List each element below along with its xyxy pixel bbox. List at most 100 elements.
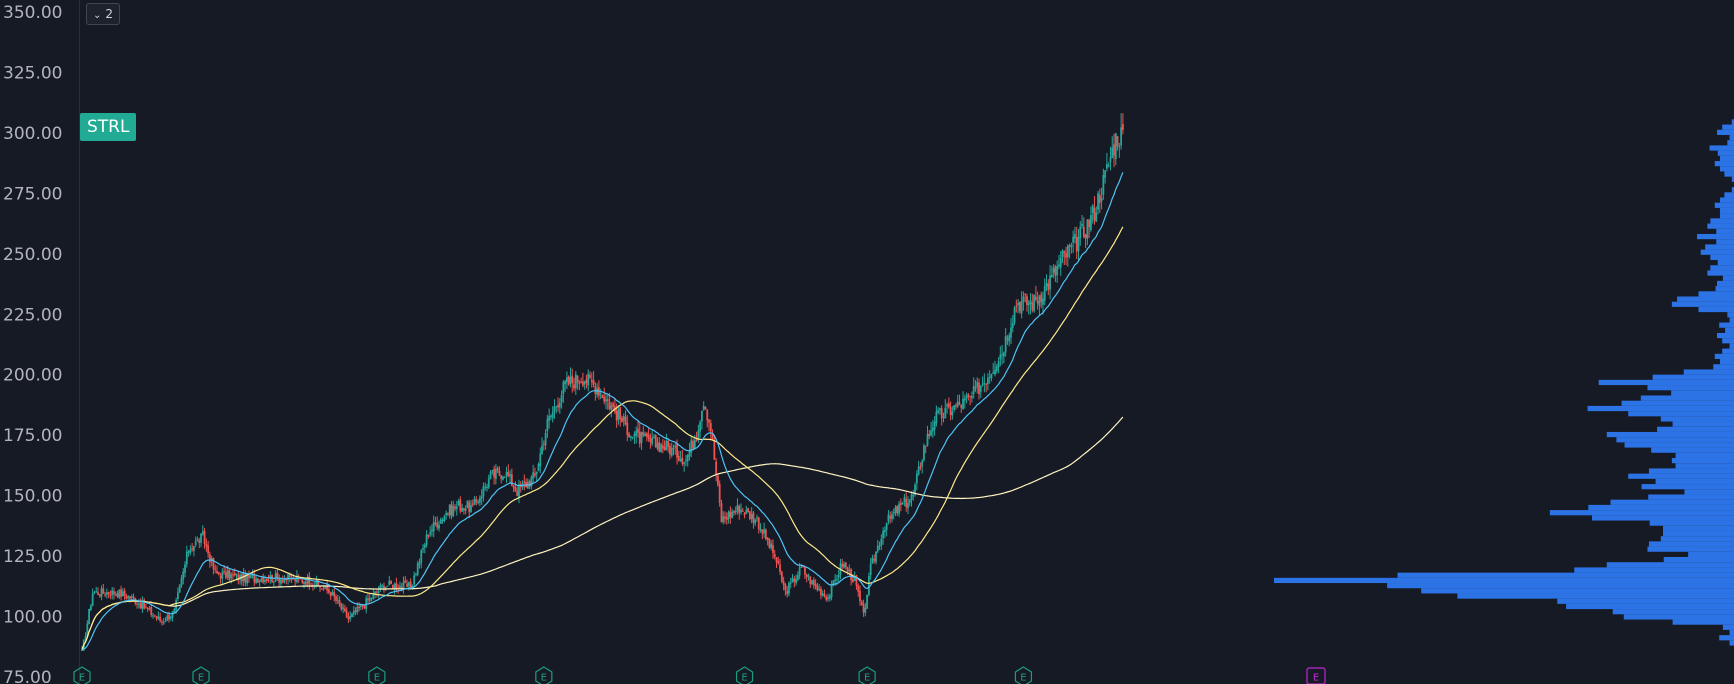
candle-body (1013, 307, 1016, 323)
volume-profile-bar (1722, 275, 1734, 281)
volume-profile-bar (1549, 510, 1734, 516)
candle-body (205, 543, 208, 547)
candle-body (1042, 298, 1044, 305)
candle-body (1097, 193, 1099, 210)
candle-body (661, 445, 664, 449)
earnings-marker-icon (73, 666, 91, 684)
candle-body (935, 411, 938, 424)
candle-body (708, 419, 710, 423)
candle-body (926, 433, 929, 446)
candle-body (400, 586, 403, 589)
candle-body (555, 406, 558, 408)
candle-body (1050, 274, 1053, 278)
candle-body (423, 544, 426, 548)
candle-body (821, 593, 824, 596)
price-axis-label[interactable]: 75.00 (3, 668, 52, 684)
price-axis-label[interactable]: 100.00 (3, 608, 62, 628)
volume-profile-bar (1624, 442, 1734, 448)
candle-body (120, 589, 122, 597)
candle-body (688, 450, 691, 457)
volume-profile-bar (1587, 405, 1734, 412)
candle-body (802, 566, 805, 568)
candle-body (285, 579, 288, 581)
candle-body (883, 529, 886, 533)
price-axis-label[interactable]: 225.00 (3, 305, 62, 325)
candle-body (1086, 219, 1089, 239)
candle-body (1061, 251, 1064, 258)
candle-body (969, 395, 972, 397)
candle-body (407, 582, 410, 586)
price-axis-label[interactable]: 350.00 (3, 3, 62, 23)
candle-body (288, 575, 291, 577)
earnings-marker-label: E (1020, 673, 1026, 684)
candle-body (985, 383, 988, 385)
volume-profile-bar (1729, 134, 1734, 141)
candle-body (583, 381, 586, 385)
candle-body (930, 430, 932, 436)
ema-21-line (81, 172, 1124, 651)
candle-body (525, 481, 527, 488)
price-axis-label[interactable]: 275.00 (3, 184, 62, 204)
volume-profile-bar (1663, 556, 1734, 563)
collapse-indicators-button[interactable]: ⌄ 2 (86, 3, 121, 25)
candle-body (582, 381, 584, 386)
candle-body (674, 445, 677, 448)
candle-body (789, 581, 792, 584)
candle-body (129, 596, 131, 599)
price-axis[interactable]: 350.00 325.00 300.00 275.00 250.00 225.00 200.… (3, 3, 62, 684)
volume-profile-bar (1716, 239, 1734, 245)
candle-body (573, 384, 575, 389)
candle-body (859, 590, 861, 602)
candle-body (899, 502, 902, 505)
candle-body (1098, 194, 1101, 204)
candle-body (622, 416, 625, 421)
candle-body (354, 610, 357, 613)
volume-profile-bar (1677, 296, 1734, 302)
candle-body (811, 580, 813, 585)
volume-profile-bar (1663, 525, 1734, 531)
price-axis-label[interactable]: 325.00 (3, 63, 62, 83)
volume-profile-bar (1716, 332, 1734, 339)
volume-profile-bar (1566, 603, 1734, 610)
candle-body (1066, 245, 1069, 258)
candle-body (255, 578, 257, 584)
candle-body (658, 442, 661, 452)
price-axis-label[interactable]: 125.00 (3, 547, 62, 567)
candle-body (246, 573, 249, 584)
candle-body (1079, 226, 1082, 239)
candle-body (436, 522, 439, 528)
candle-body (377, 591, 380, 594)
candle-body (539, 453, 542, 467)
price-axis-label[interactable]: 250.00 (3, 245, 62, 265)
price-axis-label[interactable]: 300.00 (3, 124, 62, 144)
candle-body (535, 471, 538, 475)
candle-body (852, 579, 854, 582)
price-axis-label[interactable]: 150.00 (3, 487, 62, 507)
candle-body (860, 601, 863, 606)
candle-body (1088, 219, 1091, 228)
candle-body (480, 496, 483, 499)
candle-body (679, 458, 682, 461)
candle-body (155, 616, 158, 619)
candle-body (416, 563, 419, 575)
candle-body (1082, 226, 1085, 237)
candle-body (121, 591, 124, 597)
price-axis-label[interactable]: 175.00 (3, 426, 62, 446)
candle-body (127, 596, 130, 599)
candle-body (466, 500, 469, 508)
candle-body (1118, 145, 1121, 147)
volume-profile-bar (1725, 327, 1734, 333)
volume-profile-bar (1722, 124, 1734, 130)
candle-body (450, 504, 453, 516)
candle-body (91, 593, 94, 606)
price-axis-label[interactable]: 200.00 (3, 366, 62, 386)
candle-body (489, 471, 492, 479)
ticker-badge[interactable]: STRL (80, 113, 137, 141)
candle-body (873, 558, 876, 561)
candle-body (605, 399, 607, 402)
candle-body (477, 501, 480, 504)
candle-body (590, 379, 593, 383)
candle-body (631, 436, 634, 438)
